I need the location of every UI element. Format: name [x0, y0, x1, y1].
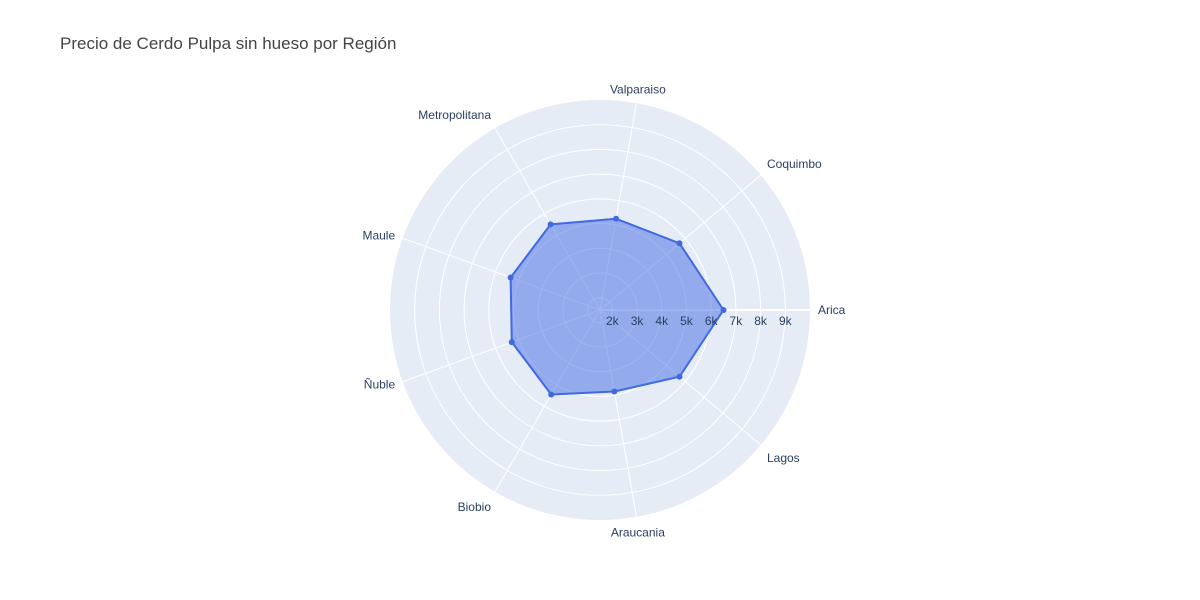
- data-point-valparaiso[interactable]: [613, 215, 620, 222]
- category-label-3: Metropolitana: [418, 108, 491, 122]
- radial-tick-label: 5k: [680, 314, 694, 328]
- radial-tick-labels: 2k 3k 4k 5k 6k 7k 8k 9k: [606, 314, 793, 328]
- data-point-maule[interactable]: [507, 274, 514, 281]
- radial-tick-label: 8k: [754, 314, 768, 328]
- category-label-2: Valparaiso: [610, 82, 666, 96]
- chart-title: Precio de Cerdo Pulpa sin hueso por Regi…: [60, 34, 397, 53]
- radial-tick-label: 7k: [730, 314, 744, 328]
- category-label-7: Araucania: [611, 526, 665, 540]
- data-point-arica[interactable]: [720, 307, 727, 313]
- series-points: [507, 215, 727, 398]
- category-label-8: Lagos: [767, 451, 800, 465]
- category-label-1: Coquimbo: [767, 157, 822, 171]
- category-label-4: Maule: [362, 228, 395, 242]
- category-label-6: Biobio: [458, 500, 492, 514]
- category-label-5: Ñuble: [364, 378, 396, 392]
- radial-tick-label: 6k: [705, 314, 719, 328]
- radial-tick-label: 9k: [779, 314, 793, 328]
- data-point-ñuble[interactable]: [508, 339, 515, 346]
- data-point-lagos[interactable]: [676, 373, 683, 380]
- series-area[interactable]: [509, 217, 725, 396]
- radial-tick-label: 2k: [606, 314, 620, 328]
- radial-tick-label: 3k: [631, 314, 645, 328]
- data-point-metropolitana[interactable]: [547, 221, 554, 228]
- radial-tick-label: 4k: [655, 314, 669, 328]
- data-point-coquimbo[interactable]: [676, 240, 683, 247]
- data-point-araucania[interactable]: [611, 388, 618, 395]
- category-label-0: Arica: [818, 303, 846, 317]
- data-point-biobio[interactable]: [548, 391, 555, 398]
- category-labels: Arica Coquimbo Valparaiso Metropolitana Maul…: [362, 82, 845, 539]
